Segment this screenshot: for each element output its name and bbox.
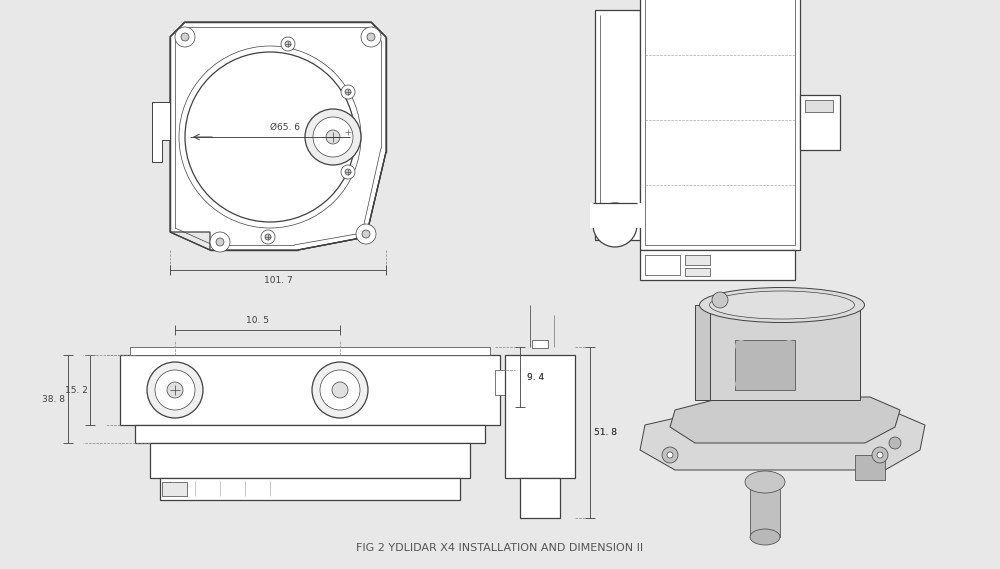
Circle shape [313, 117, 353, 157]
Bar [505, 355, 575, 478]
Circle shape [341, 165, 355, 179]
Bar [120, 355, 500, 425]
Bar [640, 250, 795, 280]
Bar [590, 203, 642, 228]
Circle shape [285, 41, 291, 47]
Bar [135, 425, 485, 443]
Circle shape [147, 362, 203, 418]
Polygon shape [152, 102, 170, 162]
Polygon shape [710, 305, 860, 400]
Text: 51. 8: 51. 8 [594, 428, 618, 437]
Circle shape [341, 125, 355, 139]
Circle shape [332, 382, 348, 398]
Circle shape [341, 85, 355, 99]
Circle shape [312, 362, 368, 418]
Circle shape [185, 52, 355, 222]
Circle shape [367, 33, 375, 41]
Bar [150, 443, 470, 478]
Circle shape [667, 452, 673, 458]
Bar [160, 478, 460, 500]
Circle shape [735, 378, 747, 390]
Circle shape [345, 169, 351, 175]
Text: FIG 2 YDLIDAR X4 INSTALLATION AND DIMENSION II: FIG 2 YDLIDAR X4 INSTALLATION AND DIMENS… [356, 543, 644, 553]
Ellipse shape [745, 471, 785, 493]
Bar [855, 455, 885, 480]
Polygon shape [170, 22, 386, 250]
Text: 101. 7: 101. 7 [264, 275, 292, 284]
Text: 9. 4: 9. 4 [527, 373, 545, 381]
Circle shape [305, 109, 361, 165]
Polygon shape [695, 305, 710, 400]
Bar [495, 370, 513, 395]
Bar [750, 482, 780, 537]
Circle shape [326, 130, 340, 144]
Polygon shape [595, 10, 640, 240]
Bar [805, 100, 833, 112]
Circle shape [210, 232, 230, 252]
Text: 10. 5: 10. 5 [246, 315, 269, 324]
Circle shape [593, 203, 637, 247]
Circle shape [261, 230, 275, 244]
Circle shape [155, 370, 195, 410]
Ellipse shape [710, 291, 854, 319]
Circle shape [662, 447, 678, 463]
Text: Ø65. 6: Ø65. 6 [270, 122, 300, 131]
Circle shape [889, 437, 901, 449]
Circle shape [345, 129, 351, 135]
Bar [800, 95, 840, 150]
Text: 51. 8: 51. 8 [594, 427, 618, 436]
Circle shape [877, 452, 883, 458]
Bar [685, 268, 710, 276]
Ellipse shape [700, 287, 864, 323]
Polygon shape [670, 397, 900, 443]
Circle shape [167, 382, 183, 398]
Bar [130, 347, 490, 355]
Circle shape [281, 37, 295, 51]
Circle shape [345, 89, 351, 95]
Bar [685, 255, 710, 265]
Circle shape [872, 447, 888, 463]
Circle shape [356, 224, 376, 244]
Bar [735, 340, 795, 390]
Circle shape [712, 292, 728, 308]
Bar [162, 482, 187, 496]
Text: 38. 8: 38. 8 [42, 394, 66, 403]
Bar [645, 0, 795, 245]
Circle shape [175, 27, 195, 47]
Circle shape [216, 238, 224, 246]
Polygon shape [640, 410, 925, 470]
Bar [645, 255, 680, 275]
Bar [532, 340, 548, 348]
Circle shape [361, 27, 381, 47]
Ellipse shape [750, 529, 780, 545]
Bar [520, 478, 560, 518]
Circle shape [735, 340, 747, 352]
Text: 15. 2: 15. 2 [65, 386, 87, 394]
Circle shape [320, 370, 360, 410]
Circle shape [783, 340, 795, 352]
Circle shape [181, 33, 189, 41]
Circle shape [362, 230, 370, 238]
Circle shape [783, 378, 795, 390]
Text: 9. 4: 9. 4 [527, 373, 545, 381]
Circle shape [265, 234, 271, 240]
Bar [640, 0, 800, 250]
